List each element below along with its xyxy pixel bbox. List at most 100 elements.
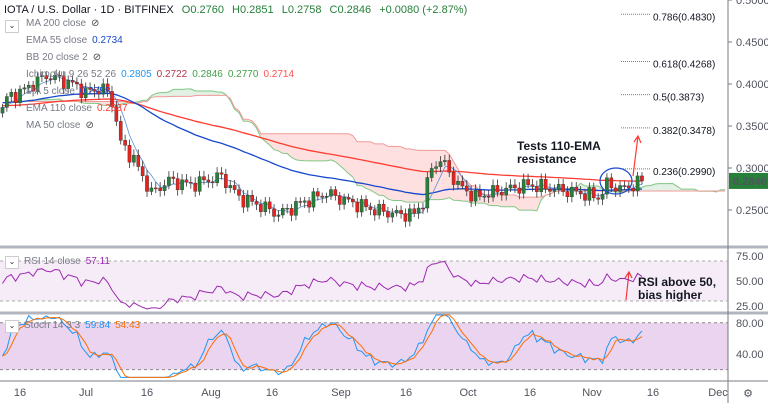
candle-body <box>162 185 167 191</box>
candle <box>421 202 425 214</box>
candle-body <box>79 83 84 98</box>
candle <box>508 179 513 192</box>
time-tick-label: Aug <box>201 387 221 399</box>
candle <box>473 184 478 207</box>
candle-body <box>276 214 281 217</box>
stoch-tick-label: 40.00 <box>736 349 764 361</box>
legend-value: 0.2770 <box>227 69 259 80</box>
eye-hidden-icon[interactable]: ⊘ <box>92 52 102 63</box>
candle <box>48 74 53 85</box>
candle-body <box>478 189 482 197</box>
ichimoku-cloud-segment <box>663 183 669 192</box>
last-price-badge <box>729 172 768 189</box>
legend-item[interactable]: BB 20 close 2 ⊘ <box>26 52 106 63</box>
candle-body <box>486 195 491 198</box>
fib-level-label: 0.382(0.3478) <box>653 126 715 137</box>
candle-body <box>254 201 259 205</box>
candle-body <box>140 166 145 176</box>
legend-item[interactable]: MA 50 close ⊘ <box>26 120 99 131</box>
candle-body <box>495 185 500 193</box>
legend-item[interactable]: EMA 110 close 0.2837 <box>26 103 133 114</box>
candle <box>31 80 35 97</box>
settings-gear-icon[interactable]: ⚙ <box>743 388 753 400</box>
ichimoku-cloud-segment <box>506 195 511 207</box>
eye-hidden-icon[interactable]: ⊘ <box>91 18 100 29</box>
time-tick-label: Sep <box>331 387 351 399</box>
candle-body <box>88 87 92 90</box>
candle <box>451 166 456 191</box>
candle <box>267 197 272 214</box>
candle-body <box>294 201 298 216</box>
ichimoku-cloud-segment <box>322 133 327 161</box>
candle-body <box>622 185 627 187</box>
candle <box>189 176 193 189</box>
ichimoku-cloud-segment <box>199 90 204 96</box>
candle-body <box>215 172 219 184</box>
candle <box>403 208 408 228</box>
candle <box>596 193 600 205</box>
ichimoku-cloud-segment <box>383 143 388 199</box>
candle <box>62 71 66 95</box>
legend-label: MA 5 close <box>26 86 75 97</box>
ichimoku-cloud-segment <box>528 197 533 211</box>
legend-item[interactable]: MA 200 close ⊘ <box>26 18 104 29</box>
candle-body <box>526 179 530 185</box>
ichimoku-cloud-segment <box>396 146 402 201</box>
candle-body <box>35 76 40 92</box>
candle-body <box>491 185 495 198</box>
candle-body <box>337 195 342 205</box>
time-tick-label: Oct <box>459 387 476 399</box>
candle <box>180 173 184 195</box>
candle <box>250 190 254 206</box>
candle-body <box>184 179 189 183</box>
candle-body <box>591 187 596 199</box>
candle <box>478 184 482 201</box>
candle <box>294 197 298 221</box>
ichimoku-cloud-segment <box>348 133 353 178</box>
candle <box>377 199 381 220</box>
candle-body <box>412 208 417 214</box>
candle <box>35 72 40 95</box>
candle <box>224 168 228 194</box>
ichimoku-cloud-segment <box>655 183 660 192</box>
candle-body <box>189 182 193 184</box>
candle <box>495 179 500 197</box>
ichimoku-cloud-segment <box>501 195 507 207</box>
candle-body <box>535 186 539 192</box>
candle <box>228 179 233 193</box>
candle-body <box>228 185 233 188</box>
legend-collapse-button[interactable]: ⌄ <box>5 20 19 33</box>
candle <box>53 70 57 84</box>
candle-body <box>618 185 622 192</box>
legend-item[interactable]: MA 5 close 0.2758 <box>26 86 116 97</box>
candle <box>337 191 342 211</box>
candle-body <box>543 178 548 190</box>
ichimoku-cloud-segment <box>659 183 664 192</box>
candle <box>18 85 22 107</box>
candle <box>5 93 9 112</box>
ichimoku-cloud-segment <box>317 133 323 161</box>
candle <box>530 178 535 192</box>
candle <box>618 181 622 197</box>
ichimoku-cloud-segment <box>182 88 187 97</box>
candle <box>583 188 587 207</box>
time-tick-label: Jul <box>79 387 93 399</box>
stoch-band <box>0 322 728 370</box>
candle <box>552 184 557 198</box>
candle-body <box>609 177 614 189</box>
ichimoku-cloud-segment <box>309 133 314 161</box>
collapse-button[interactable]: ⌄ <box>5 256 19 269</box>
ichimoku-cloud-segment <box>374 143 380 196</box>
candle <box>66 75 70 93</box>
candle-body <box>241 195 246 208</box>
candle-body <box>307 200 311 208</box>
eye-hidden-icon[interactable]: ⊘ <box>85 120 94 131</box>
ema-test-annotation: Tests 110-EMA resistance <box>517 139 601 166</box>
candle <box>543 173 548 194</box>
ichimoku-cloud-segment <box>103 101 108 106</box>
collapse-button[interactable]: ⌄ <box>5 320 19 333</box>
legend-item[interactable]: EMA 55 close 0.2734 <box>26 35 128 46</box>
legend-item[interactable]: Ichimoku 9 26 52 26 0.2805 0.2722 0.2846 0.2… <box>26 69 299 80</box>
open: O0.2760 <box>181 4 224 16</box>
